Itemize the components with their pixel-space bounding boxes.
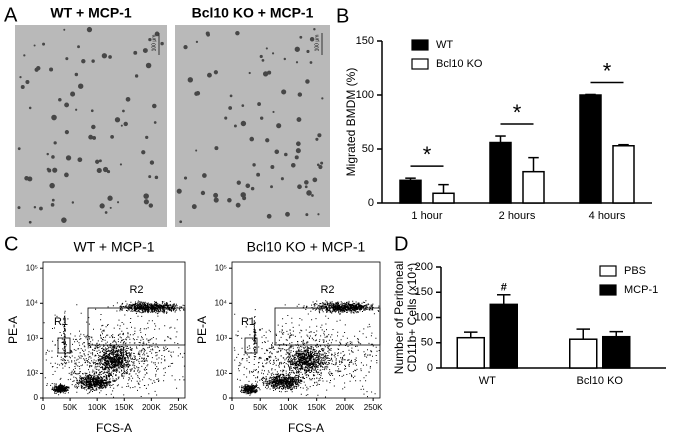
x-tick-label: 150K xyxy=(115,403,134,412)
y-axis-title: PE-A xyxy=(195,316,209,344)
gate-label: R1 xyxy=(241,316,255,328)
gate xyxy=(57,337,71,354)
bar xyxy=(602,335,631,369)
x-tick-label: 4 hours xyxy=(589,210,626,222)
y-tick-label: 0 xyxy=(34,393,39,402)
y-axis-title: PE-A xyxy=(6,316,20,344)
plot-title: WT + MCP-1 xyxy=(73,239,154,255)
x-tick-label: Bcl10 KO xyxy=(577,375,624,387)
y-tick-label: 0 xyxy=(368,197,374,209)
legend-label: WT xyxy=(436,39,453,51)
gate-label: R2 xyxy=(129,284,143,296)
micrograph xyxy=(175,25,330,227)
legend-swatch xyxy=(599,284,617,296)
x-tick-label: 0 xyxy=(230,403,235,412)
panel-label: C xyxy=(4,233,18,255)
y-tick-label: 10³ xyxy=(26,333,38,342)
micrograph xyxy=(15,25,167,227)
bar xyxy=(489,141,512,204)
legend-label: Bcl10 KO xyxy=(436,58,483,70)
y-tick-label: 150 xyxy=(415,286,433,298)
x-tick-label: 0 xyxy=(41,403,46,412)
scale-label: 100 µm xyxy=(151,35,157,52)
bar xyxy=(432,192,455,204)
event-density xyxy=(43,300,185,398)
bar xyxy=(399,179,422,204)
legend-swatch xyxy=(411,39,429,51)
significance-mark: * xyxy=(513,100,522,125)
x-tick-label: 250K xyxy=(364,403,383,412)
y-tick-label: 0 xyxy=(427,362,433,374)
x-tick-label: 200K xyxy=(142,403,161,412)
panel-label: A xyxy=(4,4,18,26)
y-tick-label: 10⁴ xyxy=(215,298,228,307)
scale-label: 100 µm xyxy=(314,35,320,52)
legend-swatch xyxy=(411,58,429,70)
x-axis-title: FCS-A xyxy=(288,421,324,435)
legend-label: MCP-1 xyxy=(624,284,658,296)
y-axis-title: Migrated BMDM (%) xyxy=(344,68,358,177)
y-tick-label: 0 xyxy=(223,393,228,402)
y-tick-label: 10⁴ xyxy=(26,298,39,307)
bar xyxy=(579,94,602,204)
bar xyxy=(456,336,485,369)
gate xyxy=(274,307,381,346)
gate-label: R1 xyxy=(54,316,68,328)
bar xyxy=(522,170,545,204)
event-density xyxy=(233,300,380,398)
image-title: WT + MCP-1 xyxy=(50,5,131,21)
bar xyxy=(489,303,518,369)
y-tick-label: 50 xyxy=(421,337,433,349)
y-tick-label: 100 xyxy=(415,311,433,323)
legend-label: PBS xyxy=(624,265,646,277)
x-tick-label: 1 hour xyxy=(411,210,443,222)
y-tick-label: 50 xyxy=(362,143,374,155)
y-axis-title: Number of Peritoneal xyxy=(392,261,406,374)
x-tick-label: 150K xyxy=(307,403,326,412)
y-tick-label: 100 xyxy=(356,89,374,101)
y-tick-label: 10⁵ xyxy=(215,263,227,272)
gate xyxy=(244,337,258,354)
gate xyxy=(87,307,186,346)
plot-frame xyxy=(42,261,186,399)
y-tick-label: 10² xyxy=(215,369,227,378)
significance-mark: # xyxy=(501,282,507,294)
x-axis-title: FCS-A xyxy=(96,421,132,435)
x-tick-label: WT xyxy=(479,375,496,387)
significance-mark: * xyxy=(423,142,432,167)
x-tick-label: 2 hours xyxy=(499,210,536,222)
x-tick-label: 250K xyxy=(169,403,188,412)
y-axis-title: CD11b+ Cells (x10⁴) xyxy=(405,263,419,372)
x-tick-label: 200K xyxy=(336,403,355,412)
y-tick-label: 150 xyxy=(356,35,374,47)
gate-label: R2 xyxy=(320,284,334,296)
y-tick-label: 10² xyxy=(26,369,38,378)
x-tick-label: 50K xyxy=(63,403,78,412)
x-tick-label: 100K xyxy=(88,403,107,412)
y-tick-label: 200 xyxy=(415,261,433,273)
legend-swatch xyxy=(599,265,617,277)
significance-mark: * xyxy=(603,58,612,83)
bar xyxy=(569,338,598,369)
panel-label: B xyxy=(336,5,349,27)
y-tick-label: 10³ xyxy=(215,333,227,342)
image-title: Bcl10 KO + MCP-1 xyxy=(192,5,314,21)
x-tick-label: 50K xyxy=(253,403,268,412)
y-tick-label: 10⁵ xyxy=(26,263,38,272)
bar xyxy=(612,145,635,204)
x-tick-label: 100K xyxy=(279,403,298,412)
plot-title: Bcl10 KO + MCP-1 xyxy=(247,239,366,255)
panel-label: D xyxy=(394,233,408,255)
